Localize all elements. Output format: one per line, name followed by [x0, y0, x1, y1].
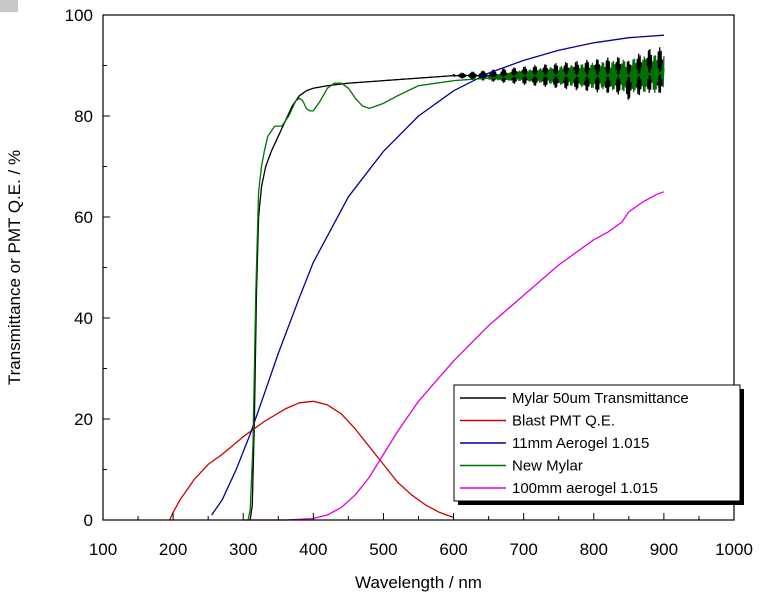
y-tick-label: 20 — [74, 410, 93, 429]
legend-label: 11mm Aerogel 1.015 — [512, 435, 649, 452]
ticks-layer: 100 200 300 400 500 600 700 800 900 1000 0 20 40 60 80… — [65, 6, 753, 559]
corner-marker — [0, 0, 18, 12]
x-tick-label: 600 — [439, 540, 467, 559]
x-tick-label: 200 — [159, 540, 187, 559]
series-line-11mm-aerogel-1-015 — [211, 34, 664, 516]
legend-label: Blast PMT Q.E. — [512, 413, 615, 430]
legend-label: New Mylar — [512, 458, 583, 475]
y-axis-title: Transmittance or PMT Q.E. / % — [5, 150, 24, 385]
series-line-blast-pmt-q-e — [169, 400, 454, 521]
x-tick-label: 900 — [650, 540, 678, 559]
x-tick-label: 100 — [89, 540, 117, 559]
x-tick-label: 400 — [299, 540, 327, 559]
x-tick-label: 300 — [229, 540, 257, 559]
legend: Mylar 50um Transmittance Blast PMT Q.E. 11… — [453, 384, 744, 505]
legend-label: Mylar 50um Transmittance — [512, 390, 689, 407]
x-tick-label: 800 — [580, 540, 608, 559]
y-tick-label: 100 — [65, 6, 93, 25]
y-tick-label: 0 — [84, 511, 93, 530]
y-tick-label: 60 — [74, 208, 93, 227]
series-layer — [169, 34, 665, 521]
x-axis-title: Wavelength / nm — [355, 573, 482, 592]
y-tick-label: 80 — [74, 107, 93, 126]
series-line-100mm-aerogel-1-015 — [243, 191, 665, 521]
legend-label: 100mm aerogel 1.015 — [512, 480, 658, 497]
x-tick-label: 700 — [509, 540, 537, 559]
series-line-new-mylar — [247, 55, 665, 521]
x-tick-label: 500 — [369, 540, 397, 559]
y-tick-label: 40 — [74, 309, 93, 328]
x-tick-label: 1000 — [715, 540, 753, 559]
